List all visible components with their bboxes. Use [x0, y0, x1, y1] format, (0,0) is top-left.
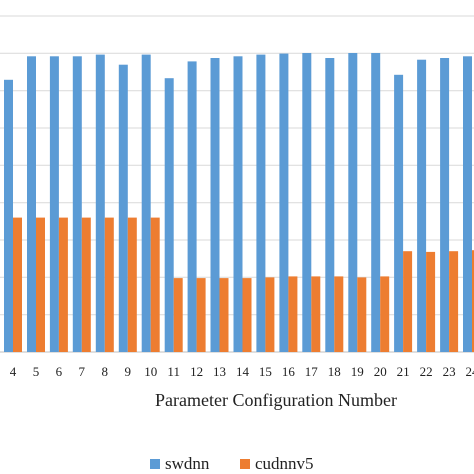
bar-cudnnv5-24: [472, 250, 474, 352]
bar-cudnnv5-11: [173, 278, 183, 352]
x-tick-label: 19: [351, 364, 364, 379]
bar-swdnn-12: [187, 61, 197, 353]
bar-cudnnv5-5: [36, 217, 45, 352]
bar-swdnn-22: [417, 59, 427, 352]
bar-swdnn-23: [440, 58, 450, 352]
x-tick-label: 20: [374, 364, 387, 379]
bar-swdnn-9: [118, 64, 128, 352]
x-tick-label: 18: [328, 364, 341, 379]
bar-cudnnv5-20: [380, 276, 390, 352]
bar-swdnn-15: [256, 54, 266, 352]
bar-cudnnv5-14: [242, 278, 252, 352]
bar-swdnn-4: [4, 79, 13, 353]
bar-swdnn-7: [72, 56, 82, 353]
x-tick-label: 21: [397, 364, 410, 379]
x-tick-label: 8: [102, 364, 109, 379]
bar-cudnnv5-6: [58, 217, 68, 352]
x-tick-label: 12: [190, 364, 203, 379]
x-tick-labels: 4 5 6 7 8 9 10 11 12 13 14 15 16 17 18 19 20 21 22 23 24: [10, 364, 474, 379]
legend-label-swdnn: swdnn: [165, 454, 210, 473]
x-tick-label: 23: [443, 364, 456, 379]
bar-cudnnv5-9: [127, 217, 137, 352]
x-tick-label: 9: [125, 364, 132, 379]
bar-cudnnv5-23: [449, 251, 459, 352]
legend-swatch-swdnn: [150, 459, 160, 469]
bar-series: [4, 53, 474, 353]
legend-swatch-cudnnv5: [240, 459, 250, 469]
bar-swdnn-19: [348, 53, 358, 352]
bar-swdnn-21: [394, 74, 404, 353]
x-tick-label: 5: [33, 364, 40, 379]
x-tick-label: 14: [236, 364, 250, 379]
bar-cudnnv5-12: [196, 278, 206, 352]
bar-swdnn-17: [302, 53, 312, 352]
bar-cudnnv5-7: [81, 217, 91, 352]
bar-cudnnv5-16: [288, 276, 298, 352]
bar-cudnnv5-8: [104, 217, 114, 352]
bar-swdnn-14: [233, 56, 243, 353]
bar-swdnn-10: [141, 54, 151, 352]
x-tick-label: 10: [144, 364, 157, 379]
bar-cudnnv5-19: [357, 277, 367, 352]
x-tick-label: 13: [213, 364, 226, 379]
bar-swdnn-5: [27, 56, 36, 353]
x-tick-label: 17: [305, 364, 319, 379]
bar-swdnn-6: [49, 56, 59, 353]
bar-cudnnv5-13: [219, 278, 229, 352]
x-tick-label: 7: [79, 364, 86, 379]
legend: swdnn cudnnv5: [150, 454, 314, 473]
x-tick-label: 16: [282, 364, 296, 379]
bar-swdnn-24: [463, 56, 472, 353]
bar-swdnn-13: [210, 58, 220, 352]
bar-cudnnv5-15: [265, 277, 275, 352]
bar-cudnnv5-4: [13, 217, 22, 352]
x-tick-label: 22: [420, 364, 433, 379]
bar-swdnn-16: [279, 53, 289, 352]
bar-swdnn-20: [371, 53, 381, 352]
x-tick-label: 24: [466, 364, 474, 379]
bar-cudnnv5-21: [403, 251, 413, 352]
legend-label-cudnnv5: cudnnv5: [255, 454, 314, 473]
x-tick-label: 11: [167, 364, 180, 379]
bar-cudnnv5-17: [311, 276, 321, 352]
bar-cudnnv5-10: [150, 217, 160, 352]
bar-cudnnv5-18: [334, 276, 344, 352]
x-axis-title: Parameter Configuration Number: [155, 390, 397, 410]
bar-swdnn-8: [95, 54, 105, 352]
bar-swdnn-11: [164, 78, 174, 352]
x-tick-label: 4: [10, 364, 17, 379]
bar-cudnnv5-22: [426, 251, 436, 352]
x-tick-label: 15: [259, 364, 272, 379]
bar-swdnn-18: [325, 58, 335, 352]
x-tick-label: 6: [56, 364, 63, 379]
